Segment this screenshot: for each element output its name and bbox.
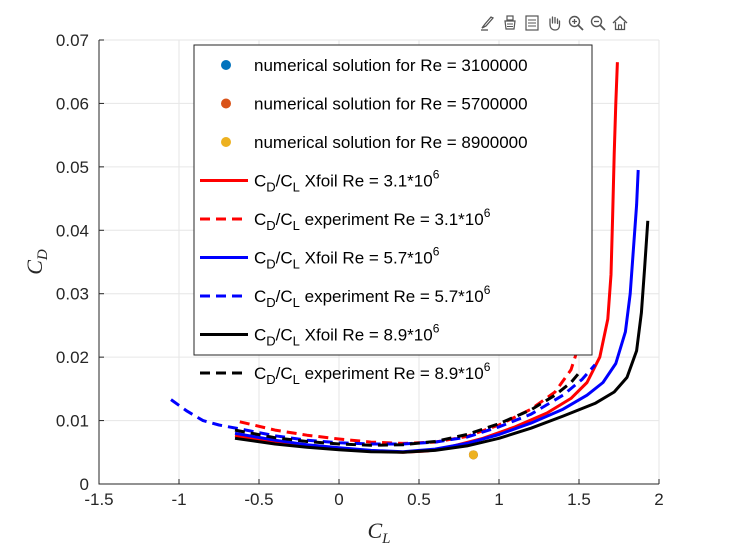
legend-label: CD/CL experiment Re = 3.1*106 [254,206,491,233]
legend-icon [523,14,541,37]
zoom-out-button[interactable] [588,15,608,35]
y-axis-label: CD [22,249,51,275]
legend-label: CD/CL Xfoil Re = 5.7*106 [254,245,440,272]
x-tick-label: -1.5 [84,490,113,509]
x-tick-label: 1 [494,490,503,509]
data-tip-button[interactable] [500,14,520,37]
legend-label: CD/CL experiment Re = 5.7*106 [254,283,491,310]
brush-icon [479,14,497,37]
x-axis-label: CL [367,518,390,547]
axes: -1.5 -1 -0.5 0 0.5 1 1.5 2 0 0.01 0.02 0.03 0.04 0.05… [22,31,664,547]
y-tick-label: 0.03 [56,285,89,304]
home-icon [611,14,629,37]
series-line-7 [234,220,650,454]
legend-marker [221,98,231,109]
legend-label: numerical solution for Re = 5700000 [254,95,528,114]
x-tick-label: -1 [171,490,186,509]
pan-button[interactable] [544,15,564,35]
legend-label: numerical solution for Re = 3100000 [254,56,528,75]
y-tick-label: 0.06 [56,94,89,113]
series-line-8 [234,372,581,447]
legend-label: CD/CL Xfoil Re = 3.1*106 [254,168,440,195]
zoom-in-button[interactable] [566,15,586,35]
x-tick-label: 0.5 [407,490,431,509]
y-tick-label: 0.01 [56,412,89,431]
legend-marker [221,137,231,147]
data-tip-icon [501,14,519,37]
x-tick-label: 0 [334,490,343,509]
legend-button[interactable] [522,14,542,37]
zoom-in-icon [567,14,585,37]
y-tick-label: 0.04 [56,221,89,240]
y-tick-label: 0.02 [56,348,89,367]
home-button[interactable] [610,15,630,35]
pan-hand-icon [545,14,563,37]
y-tick-label: 0.05 [56,158,89,177]
series-line-5 [234,169,640,454]
y-tick-label: 0.07 [56,31,89,50]
legend-label: CD/CL experiment Re = 8.9*106 [254,360,491,387]
legend[interactable]: numerical solution for Re = 3100000 numer… [193,44,593,387]
brush-button[interactable] [478,15,498,35]
x-tick-label: 2 [654,490,663,509]
y-tick-label: 0 [80,475,89,494]
legend-box [193,44,593,356]
legend-marker [221,60,231,70]
legend-label: numerical solution for Re = 8900000 [254,133,528,152]
x-tick-label: 1.5 [567,490,591,509]
data-point-2 [468,450,478,460]
series-layer [170,62,650,460]
legend-label: CD/CL Xfoil Re = 8.9*106 [254,322,440,349]
zoom-out-icon [589,14,607,37]
axes-toolbar [478,14,630,37]
x-tick-label: -0.5 [244,490,273,509]
